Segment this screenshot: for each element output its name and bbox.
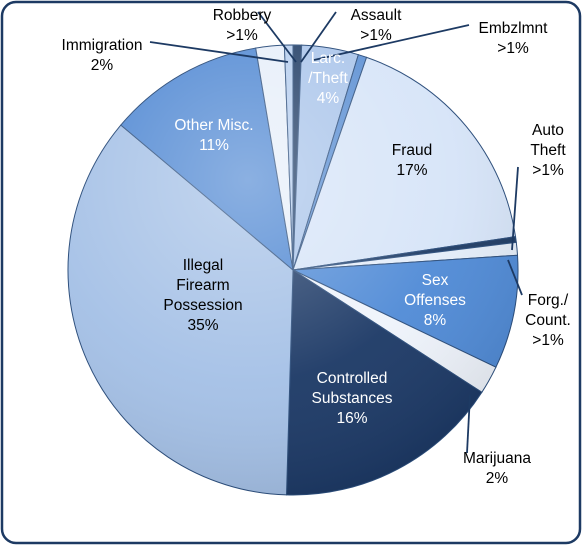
label-illegal-firearm-possession: Illegal Firearm Possession 35% bbox=[163, 257, 242, 334]
label-larc-theft: Larc./Theft 4% bbox=[308, 50, 348, 107]
label-marijuana: Marijuana 2% bbox=[463, 450, 531, 487]
leader-forg-count bbox=[507, 259, 523, 296]
leader-auto-theft bbox=[511, 166, 519, 251]
leader-assault bbox=[300, 11, 337, 63]
label-embzlmnt: Embzlmnt >1% bbox=[479, 20, 549, 57]
label-other-misc: Other Misc. 11% bbox=[174, 117, 253, 154]
label-controlled-substances: Controlled Substances 16% bbox=[312, 370, 393, 427]
leader-robbery bbox=[257, 11, 297, 63]
leader-marijuana bbox=[466, 394, 471, 454]
label-assault: Assault >1% bbox=[351, 7, 403, 44]
label-sex-offenses: Sex Offenses 8% bbox=[404, 272, 466, 329]
label-robbery: Robbery >1% bbox=[213, 7, 272, 44]
leader-embzlmnt bbox=[313, 24, 470, 61]
leader-immigration bbox=[149, 41, 289, 63]
label-forg-count: Forg./Count. >1% bbox=[525, 292, 571, 349]
label-fraud: Fraud 17% bbox=[392, 142, 433, 179]
label-auto-theft: Auto Theft >1% bbox=[530, 122, 566, 179]
label-immigration: Immigration 2% bbox=[62, 37, 143, 74]
